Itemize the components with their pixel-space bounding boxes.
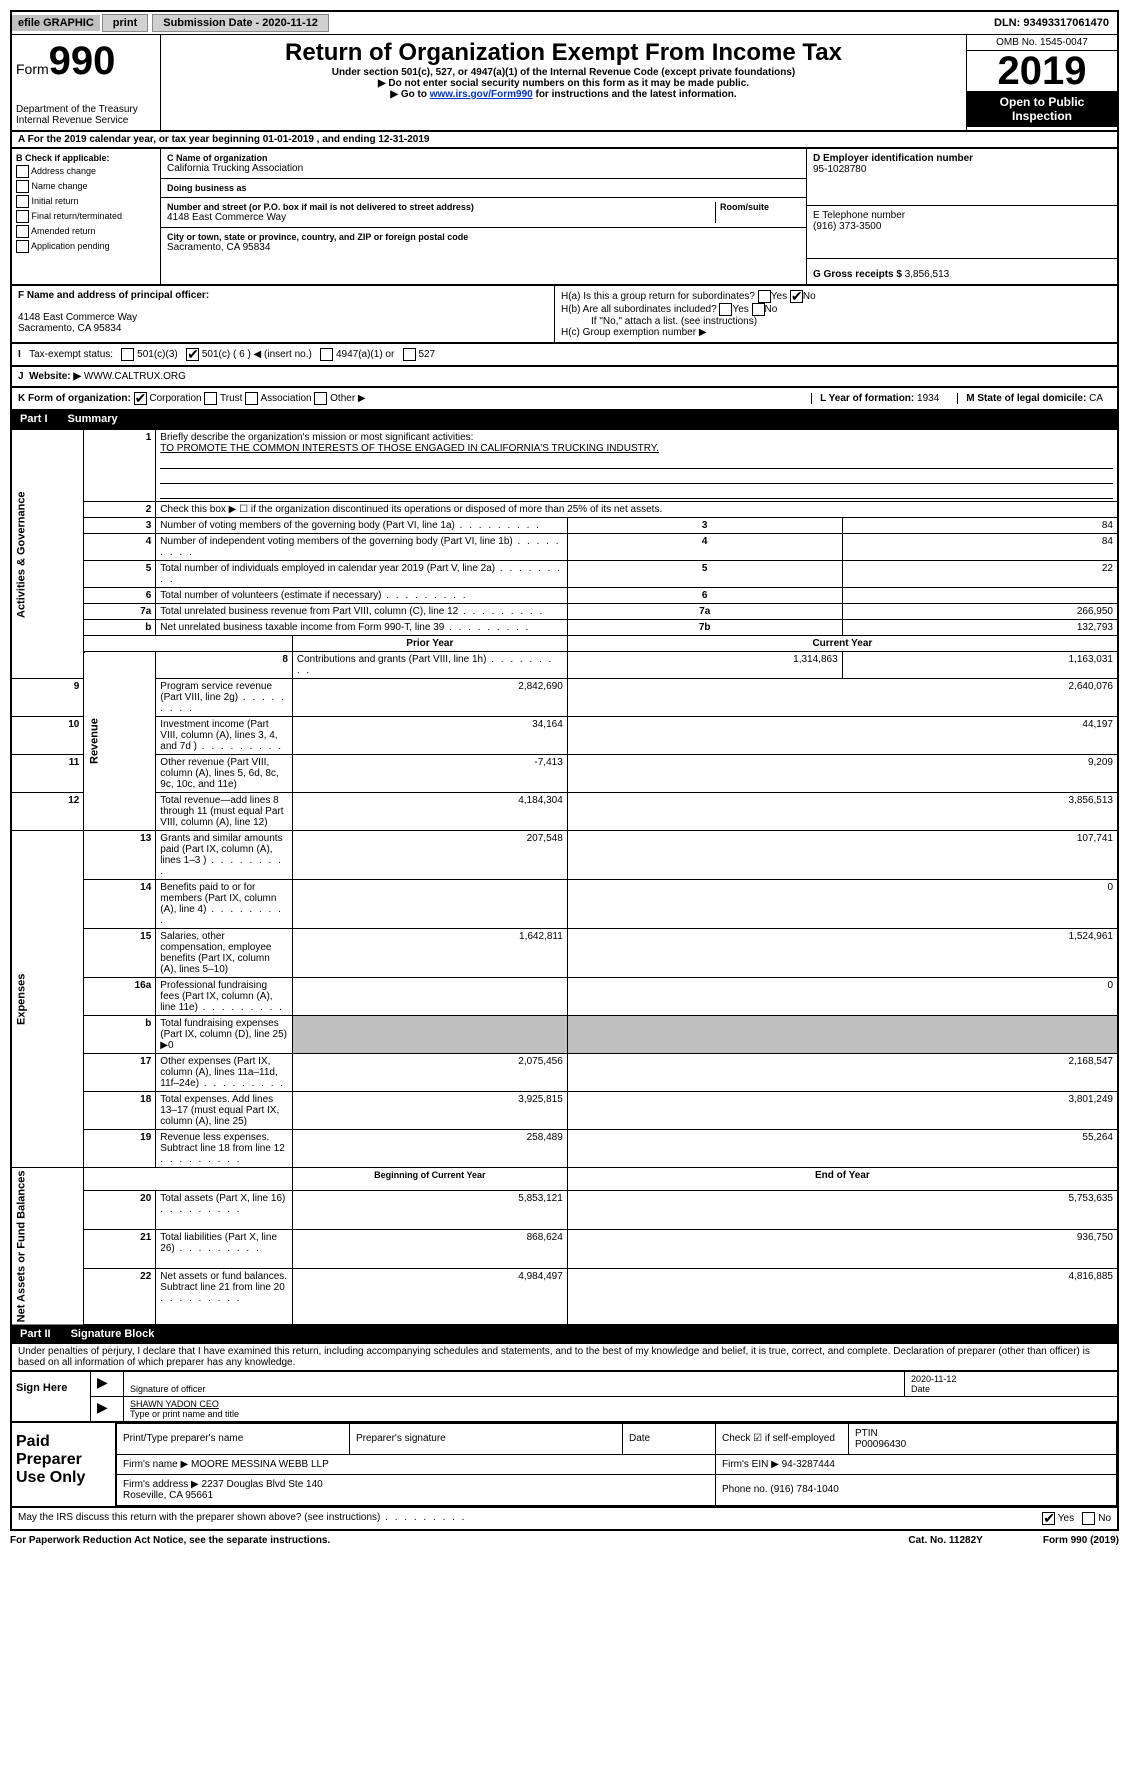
city-value: Sacramento, CA 95834 bbox=[167, 242, 800, 253]
form-number: Form990 bbox=[16, 39, 156, 84]
h-b-note: If "No," attach a list. (see instruction… bbox=[561, 316, 1111, 327]
ein-value: 95-1028780 bbox=[813, 164, 866, 175]
org-name: California Trucking Association bbox=[167, 163, 800, 174]
tax-year: 2019 bbox=[967, 51, 1117, 91]
box-b-checkboxes: B Check if applicable: Address change Na… bbox=[12, 149, 161, 284]
form-subtitle: Under section 501(c), 527, or 4947(a)(1)… bbox=[165, 67, 962, 78]
row-k: K Form of organization: Corporation Trus… bbox=[10, 388, 1119, 411]
side-net-assets: Net Assets or Fund Balances bbox=[11, 1168, 84, 1325]
dln-label: DLN: 93493317061470 bbox=[986, 15, 1117, 31]
summary-table: Activities & Governance 1 Briefly descri… bbox=[10, 429, 1119, 1326]
phone-label: E Telephone number bbox=[813, 210, 905, 221]
form-header: Form990 Department of the Treasury Inter… bbox=[10, 34, 1119, 132]
print-button[interactable]: print bbox=[102, 14, 148, 32]
side-activities: Activities & Governance bbox=[11, 430, 84, 679]
perjury-text: Under penalties of perjury, I declare th… bbox=[10, 1344, 1119, 1372]
dba-label: Doing business as bbox=[167, 183, 800, 193]
tax-status-row: I Tax-exempt status: 501(c)(3) 501(c) ( … bbox=[10, 344, 1119, 367]
signature-block: Sign Here ▶ Signature of officer 2020-11… bbox=[10, 1372, 1119, 1423]
inspection-label: Open to Public Inspection bbox=[967, 91, 1117, 127]
dept-label: Department of the Treasury Internal Reve… bbox=[16, 104, 156, 126]
officer-addr2: Sacramento, CA 95834 bbox=[18, 323, 121, 334]
website-value: WWW.CALTRUX.ORG bbox=[84, 371, 186, 382]
chk-name-change[interactable]: Name change bbox=[16, 180, 156, 193]
chk-initial-return[interactable]: Initial return bbox=[16, 195, 156, 208]
top-toolbar: efile GRAPHIC print Submission Date - 20… bbox=[10, 10, 1119, 34]
city-label: City or town, state or province, country… bbox=[167, 232, 800, 242]
preparer-block: Paid Preparer Use Only Print/Type prepar… bbox=[10, 1423, 1119, 1508]
note-2: ▶ Go to www.irs.gov/Form990 for instruct… bbox=[165, 89, 962, 100]
addr-value: 4148 East Commerce Way bbox=[167, 212, 286, 223]
part-1-header: Part I Summary bbox=[10, 411, 1119, 429]
mission-text: TO PROMOTE THE COMMON INTERESTS OF THOSE… bbox=[160, 443, 659, 454]
gross-label: G Gross receipts $ bbox=[813, 269, 902, 280]
phone-value: (916) 373-3500 bbox=[813, 221, 881, 232]
discuss-row: May the IRS discuss this return with the… bbox=[10, 1508, 1119, 1531]
note-1: ▶ Do not enter social security numbers o… bbox=[165, 78, 962, 89]
part-2-header: Part II Signature Block bbox=[10, 1326, 1119, 1344]
form-title: Return of Organization Exempt From Incom… bbox=[165, 39, 962, 67]
addr-label: Number and street (or P.O. box if mail i… bbox=[167, 202, 715, 212]
chk-address-change[interactable]: Address change bbox=[16, 165, 156, 178]
h-a: H(a) Is this a group return for subordin… bbox=[561, 290, 1111, 303]
instructions-link[interactable]: www.irs.gov/Form990 bbox=[430, 89, 533, 100]
side-expenses: Expenses bbox=[11, 831, 84, 1168]
side-revenue: Revenue bbox=[84, 652, 156, 831]
efile-label: efile GRAPHIC bbox=[12, 15, 100, 31]
room-label: Room/suite bbox=[720, 202, 800, 212]
h-c: H(c) Group exemption number ▶ bbox=[561, 327, 1111, 338]
submission-date: Submission Date - 2020-11-12 bbox=[152, 14, 329, 32]
officer-addr1: 4148 East Commerce Way bbox=[18, 312, 137, 323]
chk-app-pending[interactable]: Application pending bbox=[16, 240, 156, 253]
row-a-period: A For the 2019 calendar year, or tax yea… bbox=[10, 132, 1119, 149]
row-j-website: J Website: ▶ WWW.CALTRUX.ORG bbox=[10, 367, 1119, 388]
officer-label: F Name and address of principal officer: bbox=[18, 290, 209, 301]
gross-value: 3,856,513 bbox=[905, 269, 950, 280]
ein-label: D Employer identification number bbox=[813, 153, 973, 164]
chk-final-return[interactable]: Final return/terminated bbox=[16, 210, 156, 223]
chk-amended[interactable]: Amended return bbox=[16, 225, 156, 238]
org-name-label: C Name of organization bbox=[167, 153, 800, 163]
h-b: H(b) Are all subordinates included? Yes … bbox=[561, 303, 1111, 316]
footer: For Paperwork Reduction Act Notice, see … bbox=[10, 1531, 1119, 1550]
